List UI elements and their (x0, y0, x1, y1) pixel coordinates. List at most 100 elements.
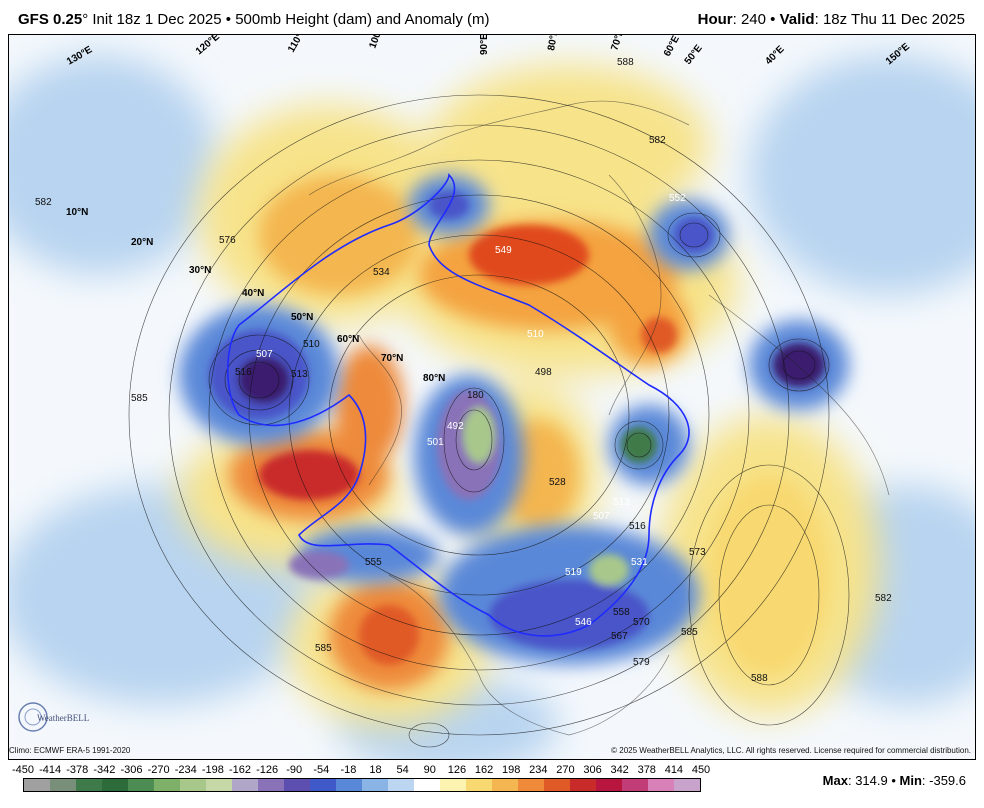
lat-label: 50°N (291, 312, 313, 323)
colorbar-swatch (310, 779, 336, 791)
colorbar-swatch (362, 779, 388, 791)
contour-label: 582 (649, 135, 666, 146)
colorbar-tick-label: -414 (39, 764, 62, 776)
lat-label: 70°N (381, 353, 403, 364)
contour-label: 567 (611, 631, 628, 642)
product-name: 500mb Height (dam) and Anomaly (m) (235, 11, 490, 28)
contour-label: 534 (373, 267, 390, 278)
colorbar-swatch (206, 779, 232, 791)
polar-map: 10°N 20°N 30°N 40°N 50°N 60°N 70°N 80°N … (9, 35, 975, 759)
contour-label: 573 (689, 547, 706, 558)
colorbar-tick-label: 126 (447, 764, 467, 776)
colorbar-tick-label: -270 (147, 764, 170, 776)
lat-label: 30°N (189, 265, 211, 276)
colorbar-swatch (648, 779, 674, 791)
contour-label: 507 (256, 349, 273, 360)
degree-mark: ° (82, 11, 89, 28)
colorbar-swatch (76, 779, 102, 791)
contour-label: 513 (613, 497, 630, 508)
contour-label: 576 (219, 235, 236, 246)
colorbar-swatch (596, 779, 622, 791)
max-min-readout: Max: 314.9 • Min: -359.6 (823, 773, 966, 788)
climo-note: Climo: ECMWF ERA-5 1991-2020 (9, 746, 131, 755)
lat-label: 60°N (337, 334, 359, 345)
contour-label: 513 (291, 369, 308, 380)
colorbar-tick-label: 450 (691, 764, 711, 776)
colorbar-swatch (154, 779, 180, 791)
valid-value: : 18z Thu 11 Dec 2025 (814, 11, 965, 28)
lon-label: 110°E (286, 35, 309, 55)
contour-label: 528 (549, 477, 566, 488)
lon-label: 180 (467, 390, 484, 401)
max-label: Max (822, 773, 848, 788)
copyright-note: © 2025 WeatherBELL Analytics, LLC. All r… (611, 746, 971, 755)
colorbar (23, 778, 701, 792)
colorbar-tick-label: 234 (529, 764, 548, 776)
colorbar-tick-label: -18 (340, 764, 357, 776)
valid-label: Valid (779, 11, 815, 28)
contour-label: 519 (565, 567, 582, 578)
contour-label: 588 (751, 673, 768, 684)
positive-anomalies-core (259, 225, 677, 665)
colorbar-tick-label: -126 (256, 764, 279, 776)
contour-label: 570 (633, 617, 650, 628)
lon-label: 80°E (546, 35, 561, 52)
model-name: GFS 0.25 (18, 11, 83, 28)
contour-label: 585 (681, 627, 698, 638)
colorbar-tick-label: 162 (474, 764, 494, 776)
colorbar-swatch (232, 779, 258, 791)
colorbar-tick-label: 270 (556, 764, 575, 776)
height-contours (128, 94, 850, 748)
colorbar-tick-label: -54 (313, 764, 330, 776)
contour-label: 588 (617, 57, 634, 68)
map-panel: 10°N 20°N 30°N 40°N 50°N 60°N 70°N 80°N … (8, 34, 976, 760)
init-time: Init 18z 1 Dec 2025 (88, 11, 222, 28)
colorbar-tick-label: 414 (664, 764, 684, 776)
colorbar-tick-label: -198 (201, 764, 224, 776)
lon-label: 40°E (763, 44, 786, 67)
colorbar-swatch (258, 779, 284, 791)
valid-time: Hour: 240 • Valid: 18z Thu 11 Dec 2025 (698, 11, 965, 28)
lon-label: 50°E (683, 43, 705, 67)
weatherbell-logo: WeatherBELL (18, 702, 89, 732)
colorbar-tick-label: -342 (93, 764, 116, 776)
separator: • (221, 11, 236, 28)
contour-label: 501 (427, 437, 444, 448)
colorbar-swatch (102, 779, 128, 791)
coastlines (308, 100, 890, 736)
header: GFS 0.25° Init 18z 1 Dec 2025 • 500mb He… (0, 0, 984, 34)
lat-label: 10°N (66, 207, 88, 218)
colorbar-tick-label: 342 (610, 764, 629, 776)
colorbar-tick-label: -162 (228, 764, 251, 776)
hour-label: Hour (697, 11, 733, 28)
logo-text: WeatherBELL (37, 713, 89, 723)
colorbar-swatch (388, 779, 414, 791)
contour-label: 549 (495, 245, 512, 256)
colorbar-tick-label: -450 (11, 764, 35, 776)
contour-label: 582 (35, 197, 52, 208)
separator: • (765, 11, 780, 28)
lon-label: 90°E (479, 35, 490, 55)
lat-label: 80°N (423, 373, 445, 384)
colorbar-swatch (50, 779, 76, 791)
lon-label: 60°E (662, 35, 682, 58)
colorbar-tick-label: 90 (423, 764, 436, 776)
positive-anomalies-mid (229, 175, 829, 690)
lon-label: 70°E (609, 35, 626, 52)
colorbar-swatch (284, 779, 310, 791)
colorbar-tick-label: 378 (637, 764, 656, 776)
min-label: Min (899, 773, 922, 788)
contour-label: 585 (131, 393, 148, 404)
contour-label: 531 (631, 557, 648, 568)
hour-value: : 240 (732, 11, 766, 28)
colorbar-tick-label: -234 (174, 764, 197, 776)
lat-label: 40°N (242, 288, 264, 299)
contour-label: 510 (527, 329, 544, 340)
colorbar-tick-label: 306 (583, 764, 602, 776)
colorbar-swatch (570, 779, 596, 791)
colorbar-swatch (674, 779, 700, 791)
colorbar-tick-label: -306 (120, 764, 143, 776)
lon-label: 120°E (194, 35, 222, 57)
separator: • (887, 773, 900, 788)
contour-label: 555 (365, 557, 382, 568)
